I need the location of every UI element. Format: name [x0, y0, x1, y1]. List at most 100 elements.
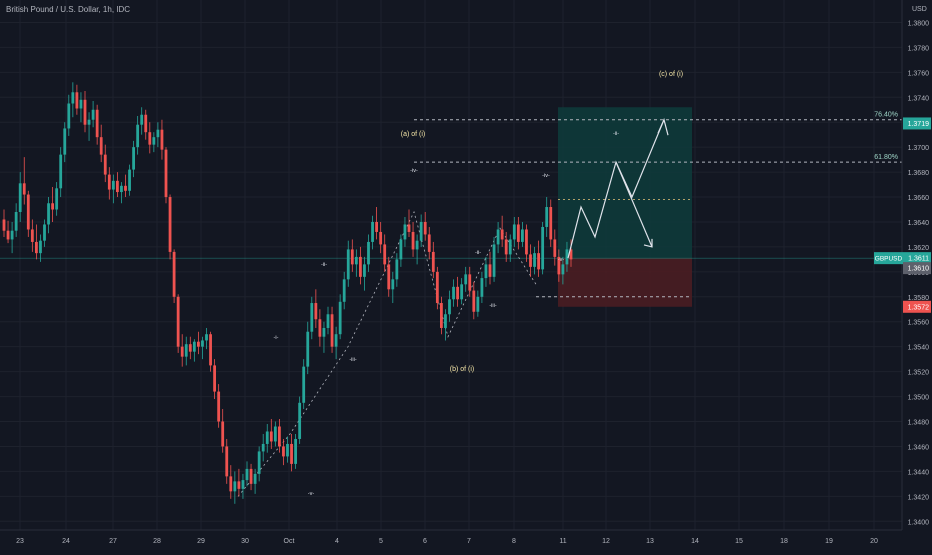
projection-arrow-head-down [643, 238, 653, 248]
candle-body [136, 124, 140, 148]
candle-body [168, 197, 172, 252]
candle-body [237, 481, 241, 489]
candle-body [440, 303, 443, 328]
candle-body [431, 251, 435, 272]
candle [201, 336, 204, 360]
candle [541, 221, 545, 275]
candle-body [18, 183, 22, 212]
candle [59, 147, 63, 198]
candle [375, 207, 378, 240]
candle-body [391, 279, 395, 290]
candle [144, 109, 148, 140]
candle [160, 119, 164, 160]
candle-body [553, 239, 557, 257]
candle [383, 234, 387, 272]
candle-body [290, 443, 293, 464]
candle-body [456, 286, 459, 300]
candle [484, 256, 488, 287]
y-tick-label: 1.3780 [908, 45, 930, 52]
candle-body [144, 114, 148, 133]
candle [71, 82, 75, 118]
candle [342, 271, 346, 310]
candle [525, 224, 528, 262]
candle-body [107, 174, 111, 190]
candle [371, 215, 374, 250]
candle-body [427, 234, 431, 252]
candle [306, 321, 310, 375]
price-tag-bg [903, 300, 931, 313]
candle-body [472, 290, 476, 312]
candle [261, 433, 265, 462]
candle-body [383, 244, 387, 265]
candle-body [545, 207, 549, 227]
candle [448, 290, 451, 322]
candle [480, 271, 484, 304]
candle-body [91, 109, 95, 120]
candle-body [10, 230, 14, 240]
projection-wave-label: -ii- [613, 131, 619, 137]
candle [399, 234, 403, 267]
candle-body [516, 224, 520, 242]
candle-body [310, 303, 314, 332]
candle [504, 231, 508, 262]
y-tick-label: 1.3620 [908, 245, 930, 252]
candle-body [51, 203, 54, 210]
wave-label: (a) of (i) [401, 131, 426, 138]
candle-body [395, 259, 399, 280]
candle [521, 221, 524, 247]
candle [440, 296, 443, 335]
candle [533, 246, 536, 275]
candle-body [160, 129, 164, 150]
candle [188, 336, 192, 360]
x-tick-label: 13 [646, 538, 654, 545]
candle-body [488, 264, 492, 277]
candle [346, 240, 350, 287]
candle [120, 182, 123, 204]
candle-body [375, 221, 378, 232]
candle [549, 199, 553, 247]
candle-body [346, 249, 350, 280]
candle-body [55, 188, 59, 210]
candle [338, 294, 342, 340]
y-tick-label: 1.3480 [908, 420, 930, 427]
candle [18, 172, 22, 222]
candle [164, 147, 168, 204]
minor-wave-label: -iii- [349, 357, 356, 363]
y-tick-label: 1.3580 [908, 295, 930, 302]
candle-body [318, 319, 322, 337]
candle-body [484, 264, 488, 279]
candle-body [201, 340, 204, 347]
candle [565, 241, 569, 272]
y-tick-label: 1.3540 [908, 345, 930, 352]
minor-wave-label: -v- [308, 491, 315, 497]
candle [334, 326, 338, 360]
candle [411, 221, 415, 257]
candle-body [302, 366, 306, 403]
candle [99, 124, 103, 163]
y-tick-label: 1.3640 [908, 220, 930, 227]
candle [172, 249, 176, 304]
candle-body [265, 431, 269, 444]
candle-body [399, 239, 403, 260]
candle-body [30, 229, 34, 242]
candle [51, 187, 54, 222]
x-tick-label: Oct [284, 538, 295, 545]
candle [488, 251, 492, 285]
candle-body [496, 229, 500, 245]
candle [148, 122, 152, 154]
candle [103, 144, 107, 183]
candle [326, 306, 330, 335]
y-tick-label: 1.3400 [908, 519, 930, 526]
candle [476, 290, 480, 317]
candle [180, 334, 184, 367]
candle-body [6, 230, 10, 240]
x-tick-label: 6 [423, 538, 427, 545]
candle-body [371, 221, 374, 242]
candle-body [379, 231, 383, 245]
candle [278, 419, 281, 453]
candle-body [294, 438, 297, 464]
candle [168, 194, 172, 260]
candle-body [492, 244, 496, 277]
projection-path-up [567, 119, 665, 259]
